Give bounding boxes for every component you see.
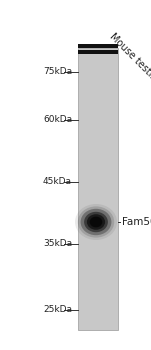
Ellipse shape	[87, 214, 105, 230]
Text: 75kDa: 75kDa	[43, 68, 72, 77]
Text: 60kDa: 60kDa	[43, 116, 72, 125]
Ellipse shape	[84, 212, 108, 232]
Bar	[78, 48, 118, 330]
Ellipse shape	[90, 217, 102, 228]
Text: Fam50b: Fam50b	[122, 217, 151, 227]
Bar	[78, 50, 118, 54]
Ellipse shape	[81, 209, 111, 235]
Ellipse shape	[75, 204, 117, 240]
Ellipse shape	[78, 206, 114, 238]
Text: 35kDa: 35kDa	[43, 239, 72, 248]
Text: 25kDa: 25kDa	[43, 306, 72, 315]
Text: Mouse testis: Mouse testis	[108, 31, 151, 82]
Bar	[78, 44, 118, 48]
Text: 45kDa: 45kDa	[43, 177, 72, 187]
